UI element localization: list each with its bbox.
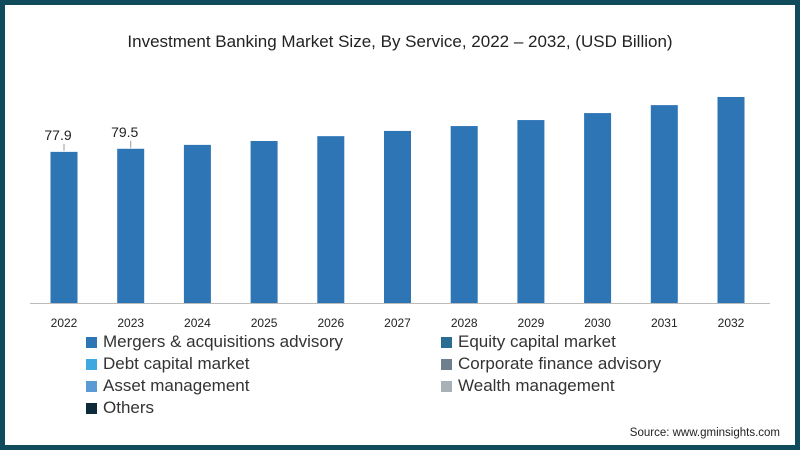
- x-tick-label: 2025: [251, 316, 278, 330]
- legend-label: Equity capital market: [458, 332, 616, 351]
- bar-2028: [450, 126, 478, 304]
- bar-2022: [50, 151, 78, 303]
- legend-label: Asset management: [103, 376, 250, 395]
- legend-swatch: [441, 380, 452, 392]
- legend-label: Others: [103, 398, 155, 417]
- legend-item: Corporate finance advisory: [441, 354, 661, 374]
- bar-2032: [717, 96, 745, 303]
- legend-item: Equity capital market: [441, 332, 616, 352]
- x-tick-label: 2030: [584, 316, 611, 330]
- legend-label: Corporate finance advisory: [458, 354, 662, 373]
- x-tick-label: 2029: [518, 316, 545, 330]
- legend-label: Debt capital market: [103, 354, 250, 373]
- x-tick-label: 2031: [651, 316, 678, 330]
- bar-2027: [384, 130, 411, 303]
- source-note: Source: www.gminsights.com: [629, 427, 780, 439]
- x-tick-label: 2024: [184, 316, 211, 330]
- data-label: 77.9: [44, 127, 71, 143]
- legend-swatch: [86, 402, 97, 414]
- legend-swatch: [441, 336, 452, 348]
- legend-swatch: [86, 380, 97, 392]
- x-tick-label: 2028: [451, 316, 478, 330]
- x-tick-label: 2032: [718, 316, 745, 330]
- bar-2024: [183, 144, 211, 303]
- chart-title: Investment Banking Market Size, By Servi…: [127, 32, 673, 51]
- legend-item: Others: [86, 398, 154, 418]
- x-tick-label: 2023: [117, 316, 144, 330]
- legend-item: Debt capital market: [86, 354, 249, 374]
- legend-label: Mergers & acquisitions advisory: [103, 332, 343, 351]
- x-tick-label: 2022: [51, 316, 78, 330]
- legend-item: Mergers & acquisitions advisory: [86, 332, 343, 352]
- data-label: 79.5: [111, 124, 138, 140]
- legend-label: Wealth management: [458, 376, 615, 395]
- legend-item: Wealth management: [441, 376, 615, 396]
- legend-swatch: [86, 336, 97, 348]
- x-tick-label: 2026: [317, 316, 344, 330]
- legend-swatch: [86, 358, 97, 370]
- bar-2025: [250, 141, 278, 303]
- bar-2023: [117, 148, 145, 303]
- legend-swatch: [441, 358, 452, 370]
- bar-2026: [317, 136, 345, 303]
- bar-2031: [650, 105, 678, 304]
- bar-2030: [584, 113, 612, 303]
- legend-item: Asset management: [86, 376, 249, 396]
- bar-2029: [517, 120, 545, 303]
- x-tick-label: 2027: [384, 316, 411, 330]
